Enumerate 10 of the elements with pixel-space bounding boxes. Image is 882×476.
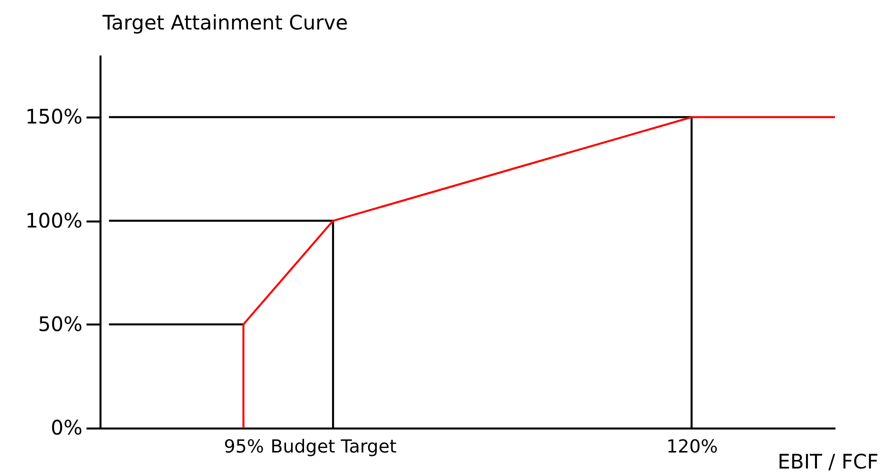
- x-tick-label: 120%: [666, 436, 718, 458]
- x-axis-title: EBIT / FCF: [778, 450, 878, 474]
- x-tick-label: Budget Target: [270, 436, 397, 458]
- x-tick-label: 95%: [224, 436, 264, 458]
- y-tick-label: 50%: [38, 312, 82, 336]
- y-axis-title: Target Attainment Curve: [102, 10, 348, 34]
- y-tick-label: 0%: [50, 416, 82, 440]
- y-tick-label: 100%: [25, 208, 82, 232]
- line-series: [242, 116, 836, 429]
- y-tick-label: 150%: [25, 104, 82, 129]
